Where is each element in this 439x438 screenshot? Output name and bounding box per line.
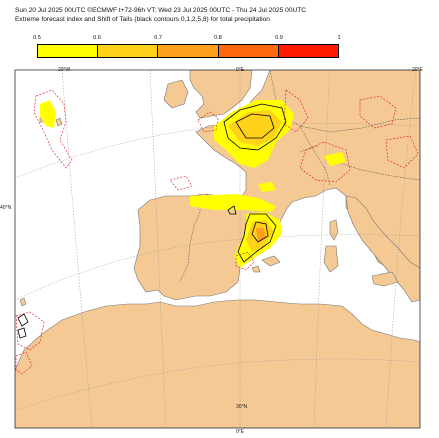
sardinia	[323, 245, 339, 273]
madeira-island	[19, 297, 27, 307]
ireland	[163, 79, 189, 109]
efi-area-northern-spain	[190, 194, 276, 212]
colorbar-segment	[98, 45, 159, 57]
sot-contours-madeira	[17, 313, 29, 339]
grid-label-0-top: 0°E	[236, 67, 245, 73]
grid-label-20e: 20°E	[412, 67, 423, 73]
sicily	[371, 271, 399, 287]
dashed-contours	[15, 89, 419, 375]
balearic-islands	[251, 255, 281, 273]
efi-area-azores	[40, 100, 56, 128]
grid-label-30n: 30°N	[236, 404, 248, 410]
colorbar-tick-1: 1	[337, 35, 341, 41]
colorbar-tick-0-9: 0.9	[275, 35, 283, 41]
grid-label-20w: 20°W	[58, 67, 71, 73]
colorbar-segment	[278, 45, 339, 57]
colorbar-tick-0-7: 0.7	[154, 35, 162, 41]
colorbar-tick-0-5: 0.5	[33, 35, 41, 41]
great-britain	[189, 70, 253, 119]
map-frame	[14, 69, 421, 429]
grid-label-40n: 40°N	[0, 205, 12, 211]
efi-area-alps	[324, 152, 346, 166]
colorbar-segment	[158, 45, 219, 57]
efi-area-central-france	[258, 182, 276, 192]
colorbar	[37, 44, 339, 58]
colorbar-tick-0-8: 0.8	[214, 35, 222, 41]
grid-label-0-bottom: 0°E	[236, 429, 245, 435]
map-title: Sun 20 Jul 2025 00UTC ©ECMWF t+72-96h VT…	[15, 7, 307, 14]
colorbar-segment	[218, 45, 279, 57]
africa-landmass	[15, 299, 420, 428]
italy-landmass	[345, 195, 420, 303]
colorbar-segment	[38, 45, 99, 57]
map-subtitle: Extreme forecast index and Shift of Tail…	[15, 16, 270, 23]
colorbar-tick-0-6: 0.6	[93, 35, 101, 41]
sot-contours	[223, 103, 287, 263]
graticule	[15, 70, 420, 428]
